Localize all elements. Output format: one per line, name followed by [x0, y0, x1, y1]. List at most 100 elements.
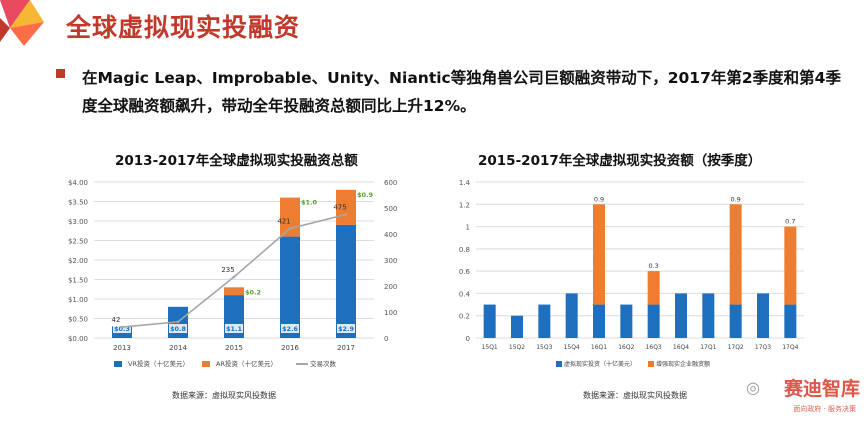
y-left-tick-label: $4.00	[68, 179, 88, 187]
vr-bar	[336, 224, 356, 338]
legend-swatch	[556, 361, 562, 367]
legend-label: 虚拟现实投资（十亿美元）	[564, 360, 636, 368]
deals-label: 235	[221, 266, 234, 274]
ar-bar	[224, 287, 244, 296]
ar-bar-label: $0.2	[245, 288, 261, 296]
x-tick-label: 15Q3	[536, 344, 552, 351]
y-left-tick-label: $1.00	[68, 296, 88, 304]
ar-bar	[647, 271, 660, 305]
deals-point	[288, 227, 292, 230]
legend-swatch	[648, 361, 654, 367]
y-right-tick-label: 100	[384, 309, 397, 317]
vr-bar-label-bg	[113, 324, 131, 333]
ar-bar	[729, 204, 742, 305]
y-left-tick-label: $3.00	[68, 218, 88, 226]
legend-label: 交易次数	[310, 359, 337, 368]
ar-bar	[593, 204, 605, 305]
bar-top-label: 0.9	[730, 195, 740, 203]
vr-bar-label: $0.3	[114, 325, 130, 333]
x-tick-label: 15Q4	[564, 344, 580, 351]
y-tick-label: 0.2	[459, 313, 470, 321]
vr-bar-label: $1.1	[226, 325, 243, 333]
y-right-tick-label: 0	[384, 335, 388, 343]
deals-point	[120, 325, 124, 329]
y-right-tick-label: 500	[384, 205, 397, 213]
vr-bar	[675, 293, 687, 338]
deals-label: 42	[112, 316, 121, 324]
x-tick-label: 15Q2	[509, 344, 525, 351]
y-tick-label: 0	[466, 335, 470, 343]
x-tick-label: 16Q2	[618, 344, 634, 351]
legend-swatch	[114, 361, 122, 367]
y-tick-label: 1.2	[459, 201, 470, 209]
y-tick-label: 0.4	[459, 290, 471, 298]
vr-bar	[511, 315, 523, 338]
vr-bar-label-bg	[281, 324, 299, 333]
x-tick-label: 17Q4	[782, 344, 798, 351]
y-left-tick-label: $0.50	[68, 316, 88, 324]
deals-point	[344, 213, 348, 216]
vr-bar	[280, 236, 300, 338]
chart-annual-investment: $0.00$0.50$1.00$1.50$2.00$2.50$3.00$3.50…	[68, 179, 397, 368]
vr-bar-label-bg	[337, 324, 355, 333]
y-tick-label: 1.4	[459, 179, 471, 187]
x-tick-label: 17Q2	[728, 344, 744, 351]
x-tick-label: 2013	[113, 344, 131, 352]
x-tick-label: 16Q3	[646, 344, 662, 351]
vr-bar	[593, 304, 605, 338]
bar-top-label: 0.9	[594, 195, 604, 203]
bullet-square-icon	[56, 69, 65, 78]
y-right-tick-label: 400	[384, 231, 397, 239]
bar-top-label: 0.3	[648, 262, 658, 270]
x-tick-label: 15Q1	[482, 344, 498, 351]
chart1-title: 2013-2017年全球虚拟现实投融资总额	[115, 153, 358, 169]
chart2-source: 数据来源：虚拟现实风投数据	[583, 391, 687, 400]
y-left-tick-label: $2.00	[68, 257, 88, 265]
vr-bar	[784, 304, 797, 338]
vr-bar-label-bg	[169, 324, 187, 333]
chart-quarterly-investment: 0 0.2 0.4 0.6 0.8 1 1.2 1.4 15Q1 15Q2 15Q3 15Q4 0.9 1…	[459, 179, 804, 368]
deals-point	[176, 320, 180, 324]
legend-label: 增强现实企业融资额	[656, 360, 710, 368]
deals-point	[232, 275, 236, 279]
y-tick-label: 0.8	[459, 246, 470, 254]
deals-label: 421	[277, 218, 290, 226]
vr-bar	[757, 293, 769, 338]
x-tick-label: 2014	[169, 344, 187, 352]
x-tick-label: 2015	[225, 344, 243, 352]
x-tick-label: 16Q1	[591, 344, 607, 351]
y-left-tick-label: $0.00	[68, 335, 88, 343]
page-title: 全球虚拟现实投融资	[66, 13, 301, 42]
bullet-point: 在Magic Leap、Improbable、Unity、Niantic等独角兽…	[56, 64, 846, 120]
vr-bar	[702, 293, 715, 338]
x-tick-label: 2016	[281, 344, 299, 352]
legend-label: VR投资（十亿美元）	[128, 359, 189, 368]
deals-label: 475	[333, 204, 346, 212]
bullet-text: 在Magic Leap、Improbable、Unity、Niantic等独角兽…	[82, 69, 841, 115]
ar-bar	[784, 226, 797, 305]
ar-bar-label: $1.0	[301, 199, 318, 207]
vr-bar-label-bg	[225, 324, 243, 333]
vr-bar	[729, 304, 742, 338]
x-tick-label: 16Q4	[673, 344, 689, 351]
y-left-tick-label: $1.50	[68, 277, 88, 285]
legend-label: AR投资（十亿美元）	[216, 359, 277, 368]
legend-swatch	[202, 361, 210, 367]
y-right-tick-label: 200	[384, 283, 397, 291]
y-tick-label: 1	[466, 224, 470, 232]
x-tick-label: 17Q1	[700, 344, 716, 351]
wechat-icon: ◎	[746, 378, 760, 397]
vr-bar-label: $0.8	[170, 325, 187, 333]
watermark: ◎ 赛迪智库 面向政府 · 服务决策	[720, 374, 860, 424]
y-left-tick-label: $2.50	[68, 238, 88, 246]
ar-bar-label: $0.9	[357, 191, 374, 199]
bar-top-label: 0.7	[785, 218, 795, 226]
vr-bar-label: $2.6	[282, 325, 299, 333]
vr-bar	[620, 304, 633, 338]
vr-bar	[483, 304, 496, 338]
y-right-tick-label: 300	[384, 257, 397, 265]
chart1-source: 数据来源：虚拟现实风投数据	[172, 391, 276, 400]
y-right-tick-label: 600	[384, 179, 397, 187]
vr-bar	[647, 304, 660, 338]
watermark-subtitle: 面向政府 · 服务决策	[793, 405, 856, 413]
